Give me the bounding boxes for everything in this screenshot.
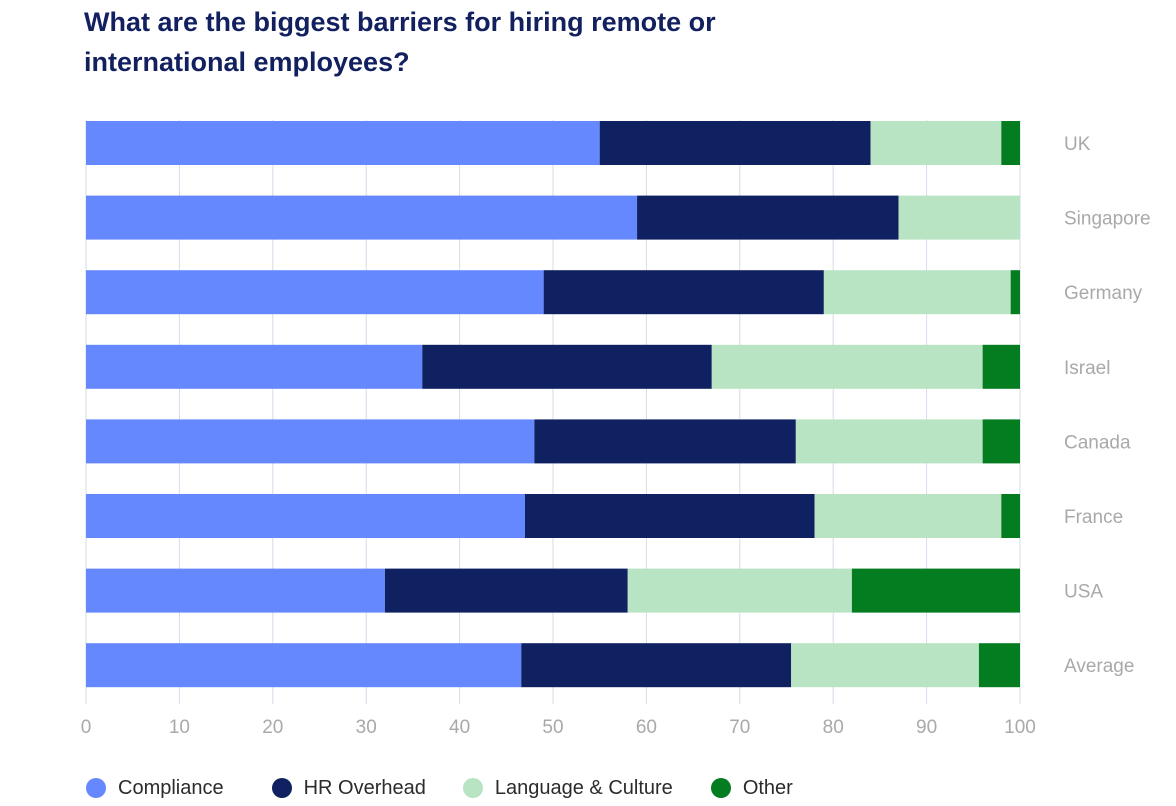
bar-segment-language-culture-singapore <box>899 196 1020 240</box>
bar-segment-hr-overhead-germany <box>544 270 824 314</box>
bar-segment-language-culture-canada <box>796 419 983 463</box>
bar-segment-hr-overhead-france <box>525 494 815 538</box>
x-tick-label: 60 <box>636 717 657 738</box>
category-label: Average <box>1064 656 1134 677</box>
x-tick-label: 70 <box>729 717 750 738</box>
legend-swatch <box>86 778 106 798</box>
x-tick-label: 50 <box>542 717 563 738</box>
stacked-bar-chart: 0 10 20 30 40 50 60 70 80 90 100 UK Singapore German… <box>0 0 1176 806</box>
category-labels: UK Singapore Germany Israel Canada France USA A… <box>1064 134 1151 677</box>
bar-segment-other-germany <box>1011 270 1020 314</box>
bar-segment-compliance-france <box>86 494 525 538</box>
x-tick-label: 100 <box>1004 717 1036 738</box>
legend-swatch <box>463 778 483 798</box>
x-tick-label: 0 <box>81 717 92 738</box>
bar-segment-compliance-uk <box>86 121 600 165</box>
bar-segment-language-culture-average <box>791 643 979 687</box>
legend-item: HR Overhead <box>272 777 426 800</box>
legend-swatch <box>272 778 292 798</box>
bar-segment-hr-overhead-uk <box>600 121 871 165</box>
bar-segment-hr-overhead-israel <box>422 345 712 389</box>
x-tick-label: 30 <box>356 717 377 738</box>
bar-segment-compliance-usa <box>86 569 385 613</box>
bar-segment-compliance-israel <box>86 345 422 389</box>
bar-segment-compliance-average <box>86 643 521 687</box>
bar-segment-hr-overhead-singapore <box>637 196 899 240</box>
bar-segment-other-uk <box>1001 121 1020 165</box>
x-tick-label: 80 <box>823 717 844 738</box>
bar-segment-other-average <box>979 643 1020 687</box>
bar-segment-language-culture-germany <box>824 270 1011 314</box>
bar-segment-language-culture-usa <box>628 569 852 613</box>
legend-item: Other <box>711 777 793 800</box>
category-label: USA <box>1064 582 1103 603</box>
bar-segment-hr-overhead-canada <box>534 419 796 463</box>
x-tick-label: 20 <box>262 717 283 738</box>
legend-label: Compliance <box>118 777 224 800</box>
legend-label: Other <box>743 777 793 800</box>
category-label: Germany <box>1064 283 1143 304</box>
bar-segment-language-culture-uk <box>871 121 1002 165</box>
x-axis-ticks: 0 10 20 30 40 50 60 70 80 90 100 <box>81 717 1036 738</box>
bar-segment-other-usa <box>852 569 1020 613</box>
legend-label: Language & Culture <box>495 777 673 800</box>
bar-segment-other-france <box>1001 494 1020 538</box>
legend: Compliance HR Overhead Language & Culture O… <box>86 774 793 802</box>
bar-segment-hr-overhead-usa <box>385 569 628 613</box>
bar-segment-other-israel <box>983 345 1020 389</box>
bar-segment-hr-overhead-average <box>521 643 791 687</box>
bar-segment-language-culture-france <box>815 494 1002 538</box>
legend-swatch <box>711 778 731 798</box>
category-label: UK <box>1064 134 1091 155</box>
legend-item: Compliance <box>86 777 224 800</box>
bar-segment-compliance-canada <box>86 419 534 463</box>
bar-segment-compliance-singapore <box>86 196 637 240</box>
category-label: France <box>1064 507 1123 528</box>
category-label: Singapore <box>1064 209 1151 230</box>
bar-segment-language-culture-israel <box>712 345 983 389</box>
x-tick-label: 90 <box>916 717 937 738</box>
bar-segment-other-canada <box>983 419 1020 463</box>
x-tick-label: 10 <box>169 717 190 738</box>
legend-item: Language & Culture <box>463 777 673 800</box>
category-label: Canada <box>1064 432 1131 453</box>
x-tick-label: 40 <box>449 717 470 738</box>
legend-label: HR Overhead <box>304 777 426 800</box>
category-label: Israel <box>1064 358 1110 379</box>
bar-segment-compliance-germany <box>86 270 544 314</box>
